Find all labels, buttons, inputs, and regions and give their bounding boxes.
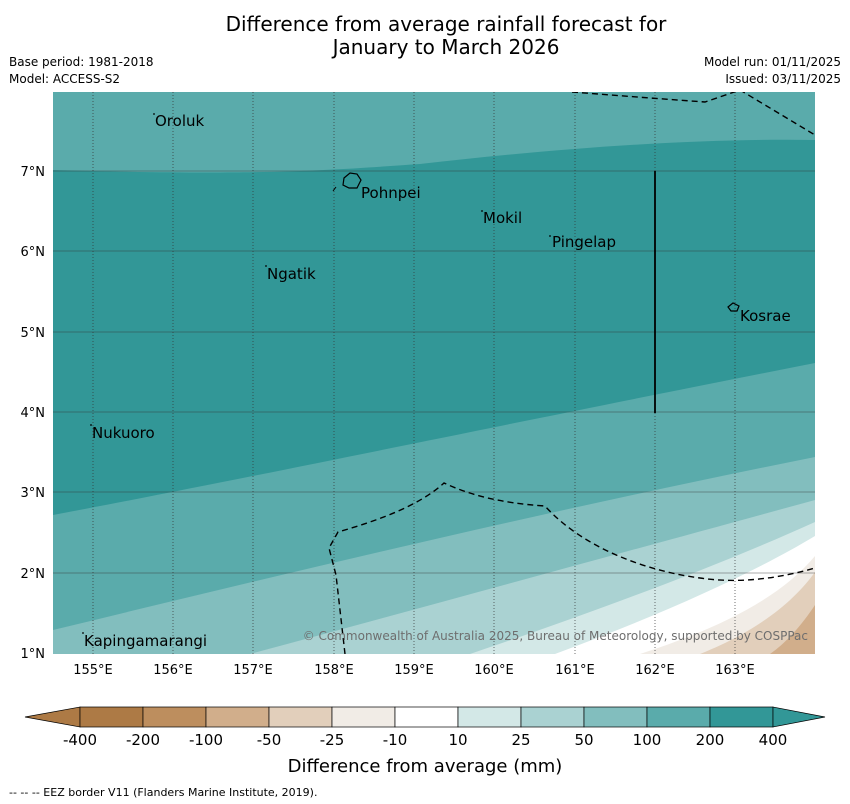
model-run-text: Model run: 01/11/2025 (703, 55, 841, 69)
lat-tick-2n: 2°N (21, 567, 46, 582)
colorbar-label: -400 (63, 731, 97, 749)
colorbar-label: 10 (448, 731, 467, 749)
place-kosrae: Kosrae (740, 307, 791, 325)
place-oroluk: Oroluk (155, 112, 204, 130)
lon-tick-160e: 160°E (474, 663, 514, 678)
colorbar: -400 -200 -100 -50 -25 -10 10 25 50 100 200 400 Dif… (24, 706, 826, 777)
colorbar-extend-high (772, 706, 826, 728)
colorbar-label: -10 (383, 731, 408, 749)
colorbar-labels: -400 -200 -100 -50 -25 -10 10 25 50 100 200 400 (63, 731, 787, 749)
title-line-1: Difference from average rainfall forecas… (225, 12, 667, 36)
colorbar-swatch (646, 706, 711, 728)
base-period-text: Base period: 1981-2018 (9, 55, 154, 69)
colorbar-swatch (142, 706, 207, 728)
colorbar-swatch (205, 706, 270, 728)
map-title: Difference from average rainfall forecas… (0, 13, 850, 59)
lat-tick-3n: 3°N (21, 486, 46, 501)
colorbar-label: 100 (633, 731, 662, 749)
colorbar-extend-low (24, 706, 81, 728)
lon-tick-155e: 155°E (73, 663, 113, 678)
colorbar-label: -100 (189, 731, 223, 749)
colorbar-swatches (24, 706, 826, 728)
colorbar-label: -25 (320, 731, 345, 749)
latitude-lines (53, 170, 815, 574)
lat-tick-4n: 4°N (21, 406, 46, 421)
place-kapingamarangi: Kapingamarangi (84, 632, 207, 650)
colorbar-label: 50 (574, 731, 593, 749)
colorbar-title: Difference from average (mm) (288, 756, 563, 777)
kosrae-island-shape (727, 302, 740, 312)
lon-tick-158e: 158°E (314, 663, 354, 678)
contour-fill (53, 92, 815, 654)
model-run-info: Model run: 01/11/2025 Issued: 03/11/2025 (704, 54, 841, 88)
colorbar-swatch (520, 706, 585, 728)
pohnpei-island-shape (342, 172, 362, 189)
colorbar-swatch (457, 706, 522, 728)
map-canvas: Oroluk Pohnpei Mokil Pingelap Ngatik Kos… (21, 92, 815, 678)
place-nukuoro: Nukuoro (92, 424, 155, 442)
lon-tick-156e: 156°E (153, 663, 193, 678)
lat-tick-7n: 7°N (21, 165, 46, 180)
lon-tick-163e: 163°E (715, 663, 755, 678)
graticule (92, 92, 736, 654)
atoll-markers (82, 113, 551, 634)
lat-tick-5n: 5°N (21, 326, 46, 341)
lon-tick-157e: 157°E (233, 663, 273, 678)
eez-border (328, 92, 815, 654)
place-pingelap: Pingelap (552, 233, 616, 251)
base-period-info: Base period: 1981-2018 Model: ACCESS-S2 (9, 54, 154, 88)
lon-tick-162e: 162°E (635, 663, 675, 678)
eez-border-footnote: -- -- -- EEZ border V11 (Flanders Marine… (9, 786, 318, 799)
lat-tick-1n: 1°N (21, 647, 46, 662)
place-mokil: Mokil (483, 209, 522, 227)
place-pohnpei: Pohnpei (361, 184, 421, 202)
colorbar-label: 25 (511, 731, 530, 749)
lon-tick-159e: 159°E (394, 663, 434, 678)
colorbar-label: 200 (696, 731, 725, 749)
colorbar-label: -50 (257, 731, 282, 749)
model-text: Model: ACCESS-S2 (9, 72, 121, 86)
copyright-text: © Commonwealth of Australia 2025, Bureau… (303, 629, 808, 643)
lon-tick-161e: 161°E (555, 663, 595, 678)
pohnpei-reef-mark (332, 186, 337, 192)
issued-text: Issued: 03/11/2025 (725, 72, 841, 86)
lat-tick-6n: 6°N (21, 245, 46, 260)
colorbar-swatch (394, 706, 459, 728)
colorbar-swatch (268, 706, 333, 728)
colorbar-label: 400 (759, 731, 788, 749)
place-ngatik: Ngatik (267, 265, 316, 283)
colorbar-swatch (709, 706, 774, 728)
colorbar-swatch (79, 706, 144, 728)
title-line-2: January to March 2026 (332, 35, 560, 59)
colorbar-swatch (583, 706, 648, 728)
colorbar-swatch (331, 706, 396, 728)
colorbar-label: -200 (126, 731, 160, 749)
